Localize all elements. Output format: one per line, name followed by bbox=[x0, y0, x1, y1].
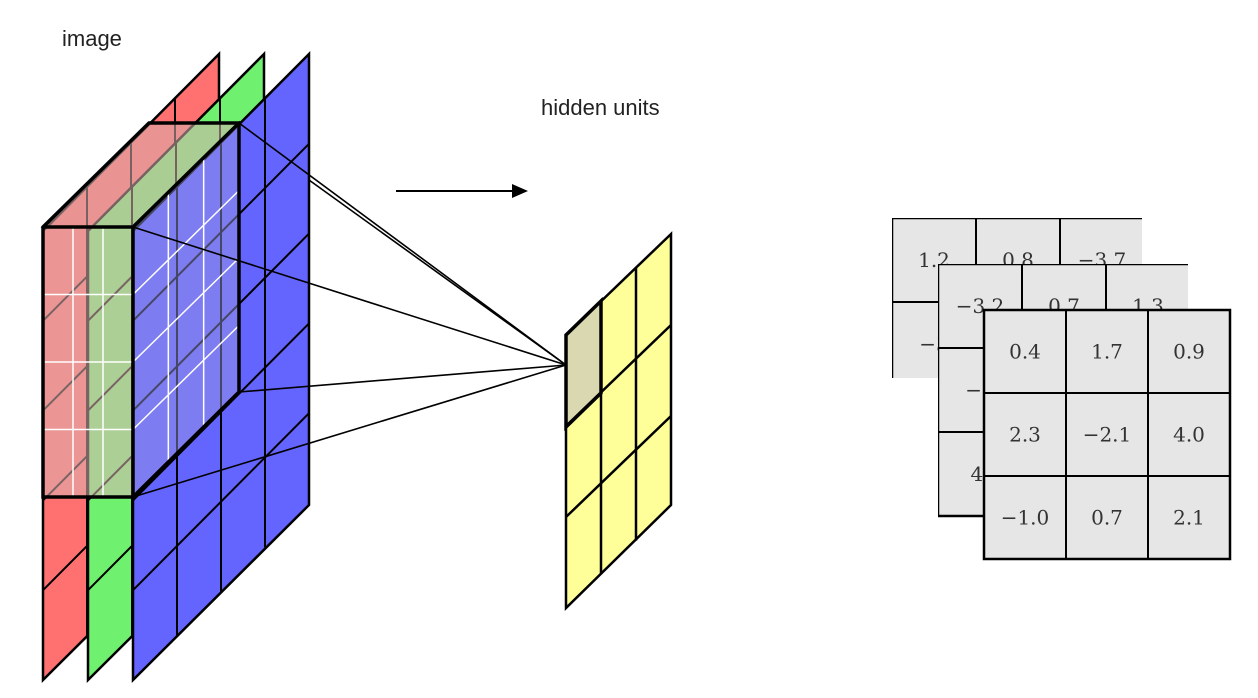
matrix-cell-value: −1 bbox=[965, 378, 994, 402]
connection-line bbox=[238, 364, 567, 393]
channel-grid-row-line bbox=[132, 232, 310, 412]
channel-grid-row-line bbox=[132, 143, 310, 322]
matrix-cell-value: 0.7 bbox=[1091, 506, 1123, 530]
hidden-units-grid bbox=[564, 231, 673, 611]
blue-channel-plane bbox=[131, 50, 311, 684]
matrix-cell-value: −1.0 bbox=[1001, 506, 1050, 530]
hidden-grid-row-line bbox=[565, 324, 672, 427]
hidden-units-plane bbox=[564, 231, 673, 611]
feature-map-stack: 1.20.8−3.7−32.−3.20.71.3−14.−3.20.71.3−1… bbox=[892, 218, 1232, 561]
matrix-cell-value: 1.3 bbox=[1132, 294, 1164, 318]
matrix-cell-value: 4. bbox=[970, 462, 989, 486]
matrix-cell-value: −3.2 bbox=[956, 294, 1005, 318]
direction-arrow bbox=[396, 184, 528, 198]
receptive-field-grid-line bbox=[132, 324, 240, 431]
matrix-cell-value: 0.4 bbox=[1009, 340, 1041, 364]
matrix-cell-value: 2.3 bbox=[1009, 423, 1041, 447]
image-label: image bbox=[62, 26, 122, 51]
matrix-cell-value: 0.7 bbox=[1048, 294, 1080, 318]
receptive-field-grid-line bbox=[132, 189, 240, 296]
matrix-background bbox=[982, 308, 1232, 561]
middle-feature-map-left: −3.20.71.3−14. bbox=[938, 264, 1005, 518]
connection-lines bbox=[132, 122, 567, 498]
hidden-grid-row-line bbox=[565, 415, 672, 518]
matrix-cell-value: 0.9 bbox=[1173, 340, 1205, 364]
connection-line bbox=[308, 179, 567, 366]
matrix-cell-value: −2.1 bbox=[1083, 423, 1132, 447]
channel-grid-row-line bbox=[132, 412, 310, 591]
receptive-field-corner-edge bbox=[131, 121, 241, 229]
connection-line bbox=[132, 364, 567, 498]
connection-line bbox=[238, 122, 567, 366]
matrix-cell-value: 1.7 bbox=[1091, 340, 1123, 364]
front-feature-map: 0.4 1.7 0.9 2.3 −2.1 4.0 −1.0 0.7 2.1 bbox=[982, 308, 1232, 561]
matrix-cell-value: 4.0 bbox=[1173, 423, 1205, 447]
receptive-field-box bbox=[40, 120, 242, 500]
connection-line bbox=[132, 226, 567, 366]
matrix-cell-value: 2.1 bbox=[1173, 506, 1205, 530]
hidden-units-label: hidden units bbox=[541, 95, 660, 120]
receptive-field-grid-line bbox=[132, 257, 240, 363]
matrix-background bbox=[938, 264, 984, 518]
